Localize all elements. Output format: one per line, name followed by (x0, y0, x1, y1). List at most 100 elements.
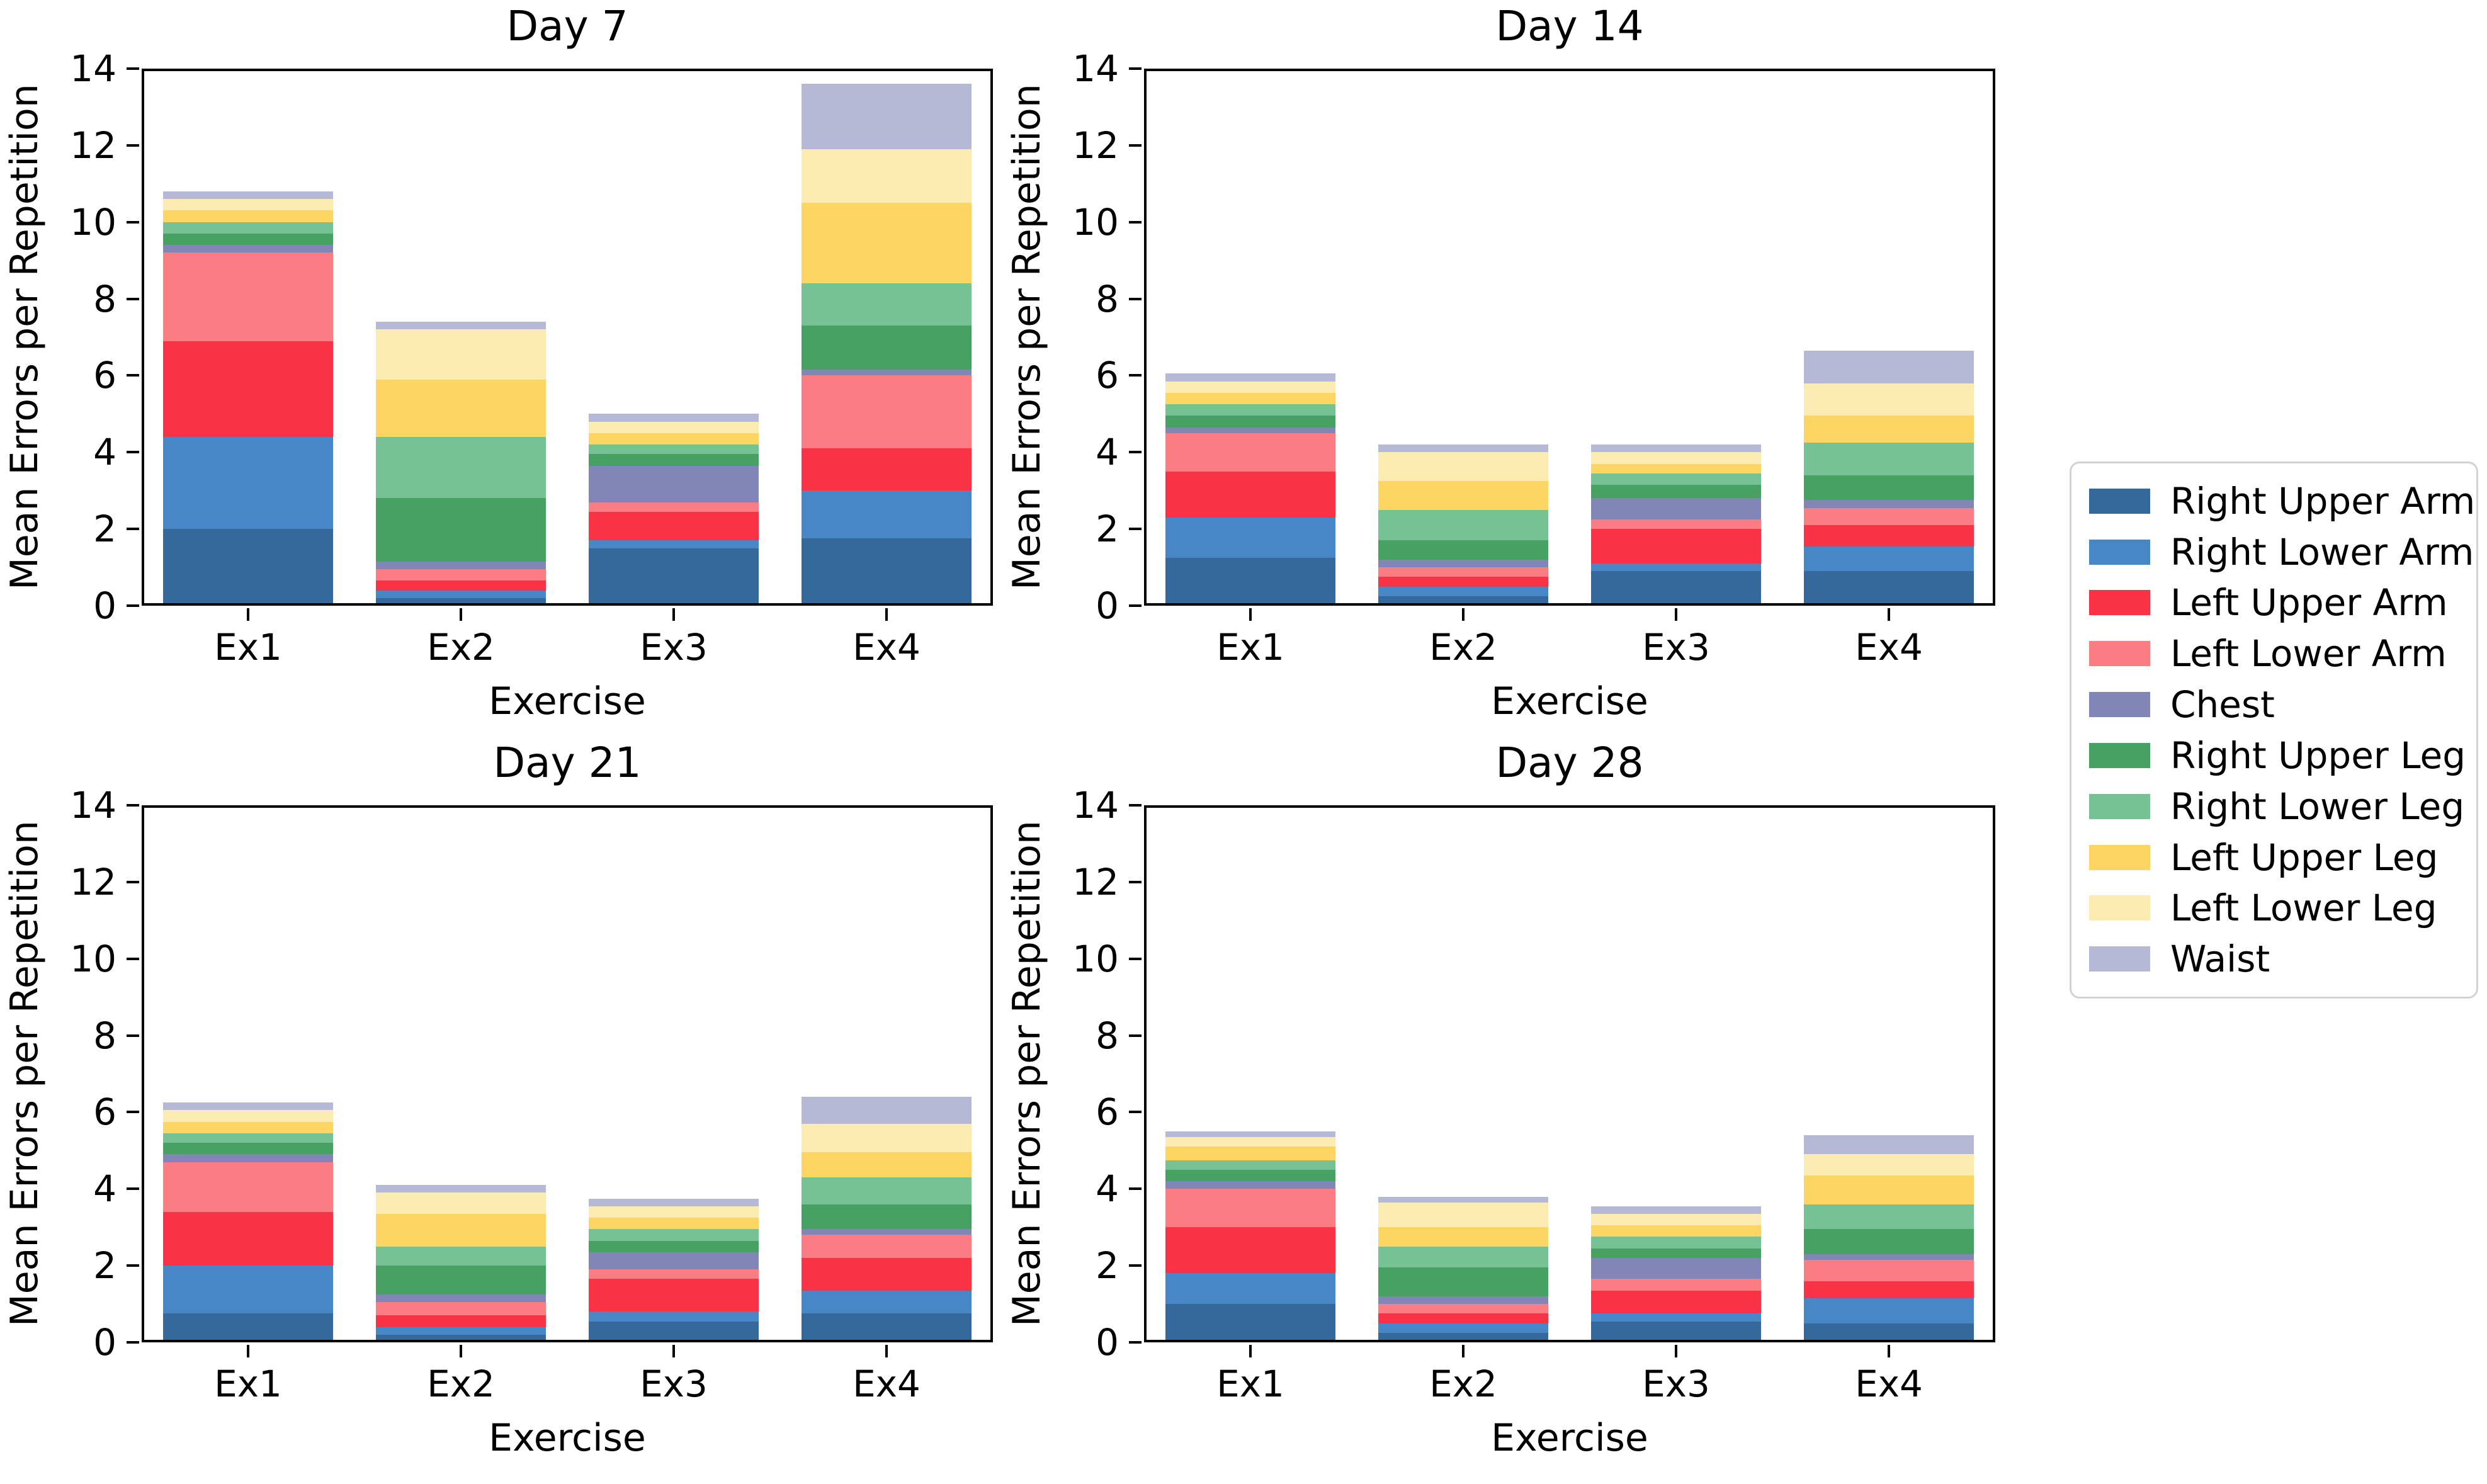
bar-segment-day-14-ex3-9 (1590, 445, 1762, 453)
bar-segment-day-28-ex3-6 (1590, 1237, 1762, 1249)
bar-segment-day-7-ex1-8 (162, 199, 334, 211)
bar-segment-day-28-ex1-9 (1165, 1131, 1336, 1138)
bar-segment-day-21-ex3-6 (588, 1229, 759, 1241)
legend-swatch-icon (2089, 895, 2150, 921)
bar-segment-day-7-ex2-8 (375, 329, 547, 380)
y-tick-mark (1129, 144, 1142, 147)
x-tick-mark (1462, 608, 1464, 621)
y-tick-label: 10 (70, 937, 116, 980)
bar-segment-day-14-ex2-1 (1378, 586, 1549, 596)
bar-segment-day-14-ex2-5 (1378, 540, 1549, 560)
bar-segment-day-28-ex2-8 (1378, 1202, 1549, 1228)
legend-swatch-icon (2089, 946, 2150, 972)
subplot-title: Day 7 (506, 2, 628, 50)
bar-segment-day-28-ex2-7 (1378, 1227, 1549, 1247)
legend-swatch-icon (2089, 539, 2150, 565)
x-tick-label: Ex1 (214, 1362, 282, 1405)
bar-segment-day-28-ex3-9 (1590, 1206, 1762, 1214)
bar-segment-day-21-ex2-4 (375, 1294, 547, 1303)
y-tick-label: 12 (1072, 123, 1119, 167)
bar-segment-day-28-ex1-3 (1165, 1189, 1336, 1228)
bar-segment-day-21-ex3-9 (588, 1198, 759, 1206)
bar-segment-day-28-ex4-1 (1803, 1298, 1974, 1323)
bar-segment-day-7-ex1-3 (162, 252, 334, 341)
bar-segment-day-14-ex1-4 (1165, 427, 1336, 433)
bar-segment-day-28-ex1-2 (1165, 1227, 1336, 1274)
bar-segment-day-14-ex1-0 (1165, 557, 1336, 606)
bar-segment-day-14-ex4-9 (1803, 350, 1974, 383)
y-tick-label: 6 (93, 1090, 116, 1134)
bar-segment-day-14-ex3-2 (1590, 529, 1762, 564)
bar-segment-day-21-ex1-9 (162, 1102, 334, 1111)
bar-segment-day-14-ex1-6 (1165, 404, 1336, 416)
bar-segment-day-21-ex2-6 (375, 1246, 547, 1266)
bar-segment-day-21-ex4-2 (801, 1257, 972, 1291)
y-tick-label: 0 (93, 584, 116, 627)
bar-segment-day-7-ex2-3 (375, 569, 547, 581)
bar-segment-day-28-ex4-0 (1803, 1323, 1974, 1342)
y-tick-mark (127, 957, 139, 960)
bar-segment-day-7-ex3-3 (588, 502, 759, 512)
legend-entry: Left Upper Arm (2071, 578, 2476, 627)
bar-segment-day-28-ex3-7 (1590, 1225, 1762, 1237)
y-tick-mark (127, 1034, 139, 1037)
bar-segment-day-14-ex4-5 (1803, 475, 1974, 501)
x-tick-label: Ex2 (427, 1362, 495, 1405)
bar-segment-day-14-ex2-9 (1378, 445, 1549, 453)
bar-segment-day-21-ex1-4 (162, 1154, 334, 1162)
bar-segment-day-21-ex4-6 (801, 1177, 972, 1204)
bar-segment-day-7-ex1-4 (162, 245, 334, 253)
x-tick-mark (1249, 1345, 1252, 1357)
bar-segment-day-7-ex1-5 (162, 234, 334, 246)
y-tick-label: 8 (1096, 277, 1119, 320)
legend-entry: Left Lower Leg (2071, 883, 2476, 932)
subplot-day-28: Day 28 Mean Errors per Repetition Exercise… (1005, 741, 1995, 1458)
bar-segment-day-14-ex2-7 (1378, 481, 1549, 510)
bar-segment-day-14-ex1-1 (1165, 517, 1336, 558)
legend-label: Right Upper Arm (2170, 479, 2476, 523)
bar-segment-day-7-ex3-5 (588, 454, 759, 466)
x-tick-label: Ex4 (1855, 1362, 1923, 1405)
bar-segment-day-21-ex1-6 (162, 1133, 334, 1143)
legend-swatch-icon (2089, 641, 2150, 667)
bar-segment-day-28-ex3-3 (1590, 1279, 1762, 1291)
legend-label: Left Lower Arm (2170, 632, 2447, 676)
legend-swatch-icon (2089, 844, 2150, 870)
bar-segment-day-7-ex3-8 (588, 421, 759, 433)
bar-segment-day-7-ex4-1 (801, 490, 972, 539)
x-tick-label: Ex2 (427, 626, 495, 669)
bar-segment-day-14-ex3-1 (1590, 564, 1762, 572)
y-tick-mark (127, 297, 139, 300)
bar-segment-day-7-ex4-2 (801, 448, 972, 491)
bar-segment-day-14-ex2-0 (1378, 596, 1549, 606)
x-tick-label: Ex4 (1855, 626, 1923, 669)
y-tick-mark (1129, 957, 1142, 960)
bar-segment-day-21-ex1-2 (162, 1211, 334, 1266)
bar-segment-day-28-ex1-6 (1165, 1160, 1336, 1170)
bar-segment-day-7-ex4-4 (801, 370, 972, 376)
bar-segment-day-28-ex1-5 (1165, 1169, 1336, 1182)
y-tick-label: 8 (93, 1014, 116, 1057)
x-tick-label: Ex1 (1216, 1362, 1284, 1405)
bar-segment-day-28-ex1-1 (1165, 1273, 1336, 1305)
legend-label: Left Upper Leg (2170, 835, 2439, 879)
y-tick-mark (1129, 604, 1142, 607)
x-tick-mark (885, 608, 888, 621)
x-axis-label: Exercise (489, 1416, 646, 1460)
x-tick-label: Ex4 (853, 1362, 921, 1405)
bar-segment-day-28-ex4-5 (1803, 1229, 1974, 1254)
bar-segment-day-21-ex4-7 (801, 1152, 972, 1178)
bar-segment-day-14-ex4-8 (1803, 383, 1974, 416)
bar-segment-day-14-ex2-3 (1378, 567, 1549, 577)
bar-segment-day-7-ex4-6 (801, 283, 972, 326)
bar-segment-day-7-ex2-0 (375, 598, 547, 606)
bar-segment-day-7-ex2-6 (375, 436, 547, 499)
y-tick-mark (1129, 528, 1142, 531)
x-tick-mark (247, 608, 249, 621)
bar-segment-day-28-ex2-6 (1378, 1246, 1549, 1268)
bar-segment-day-14-ex4-0 (1803, 571, 1974, 606)
bar-segment-day-7-ex4-8 (801, 149, 972, 203)
y-tick-label: 14 (70, 47, 116, 90)
bar-segment-day-21-ex4-3 (801, 1235, 972, 1258)
